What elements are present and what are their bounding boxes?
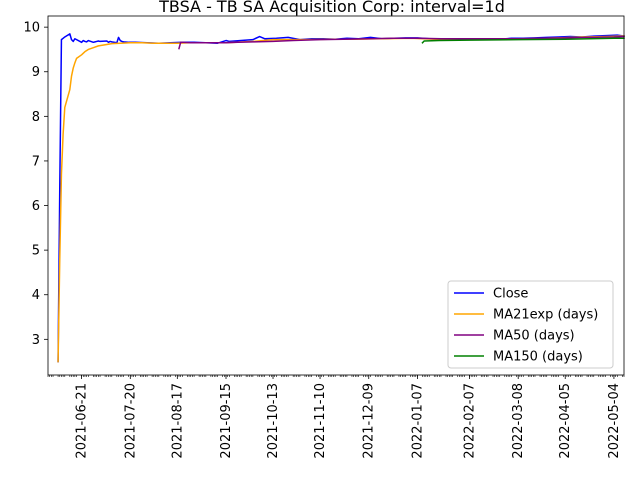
- legend-box: [447, 280, 614, 369]
- axes-layer: 2021-06-21 2021-07-20 2021-08-17 2021-09-15…: [23, 15, 625, 459]
- x-tick-label: 2022-01-07: [410, 383, 425, 459]
- legend-label-3: MA150 (days): [493, 350, 583, 365]
- x-tick-label: 2021-08-17: [170, 383, 185, 459]
- y-tick-label: 8: [32, 110, 40, 125]
- y-tick-label: 6: [32, 199, 40, 214]
- legend: Close MA21exp (days) MA50 (days) MA150 (day…: [447, 280, 614, 369]
- x-tick-label: 2021-11-10: [313, 383, 328, 459]
- legend-label-1: MA21exp (days): [493, 308, 598, 323]
- chart-title: TBSA - TB SA Acquisition Corp: interval=…: [158, 0, 505, 16]
- x-tick-label: 2021-09-15: [219, 383, 234, 459]
- x-tick-label: 2021-07-20: [123, 383, 138, 459]
- y-tick-label: 3: [32, 333, 40, 348]
- plot-frame: [47, 15, 625, 376]
- legend-label-2: MA50 (days): [493, 329, 575, 344]
- x-tick-label: 2022-05-04: [607, 383, 622, 459]
- legend-label-0: Close: [493, 287, 528, 302]
- series-layer: [57, 33, 625, 363]
- x-tick-label: 2022-04-05: [558, 383, 573, 459]
- y-tick-label: 7: [32, 154, 40, 169]
- x-tick-label: 2022-02-07: [463, 383, 478, 459]
- y-tick-label: 4: [32, 288, 40, 303]
- x-tick-label: 2022-03-08: [511, 383, 526, 459]
- x-tick-label: 2021-06-21: [75, 383, 90, 459]
- y-tick-label: 5: [32, 244, 40, 259]
- x-tick-label: 2021-12-09: [362, 383, 377, 459]
- series-line-2: [178, 35, 625, 50]
- y-tick-label: 9: [32, 65, 40, 80]
- x-tick-label: 2021-10-13: [266, 383, 281, 459]
- y-tick-label: 10: [23, 21, 40, 36]
- series-line-3: [421, 37, 625, 44]
